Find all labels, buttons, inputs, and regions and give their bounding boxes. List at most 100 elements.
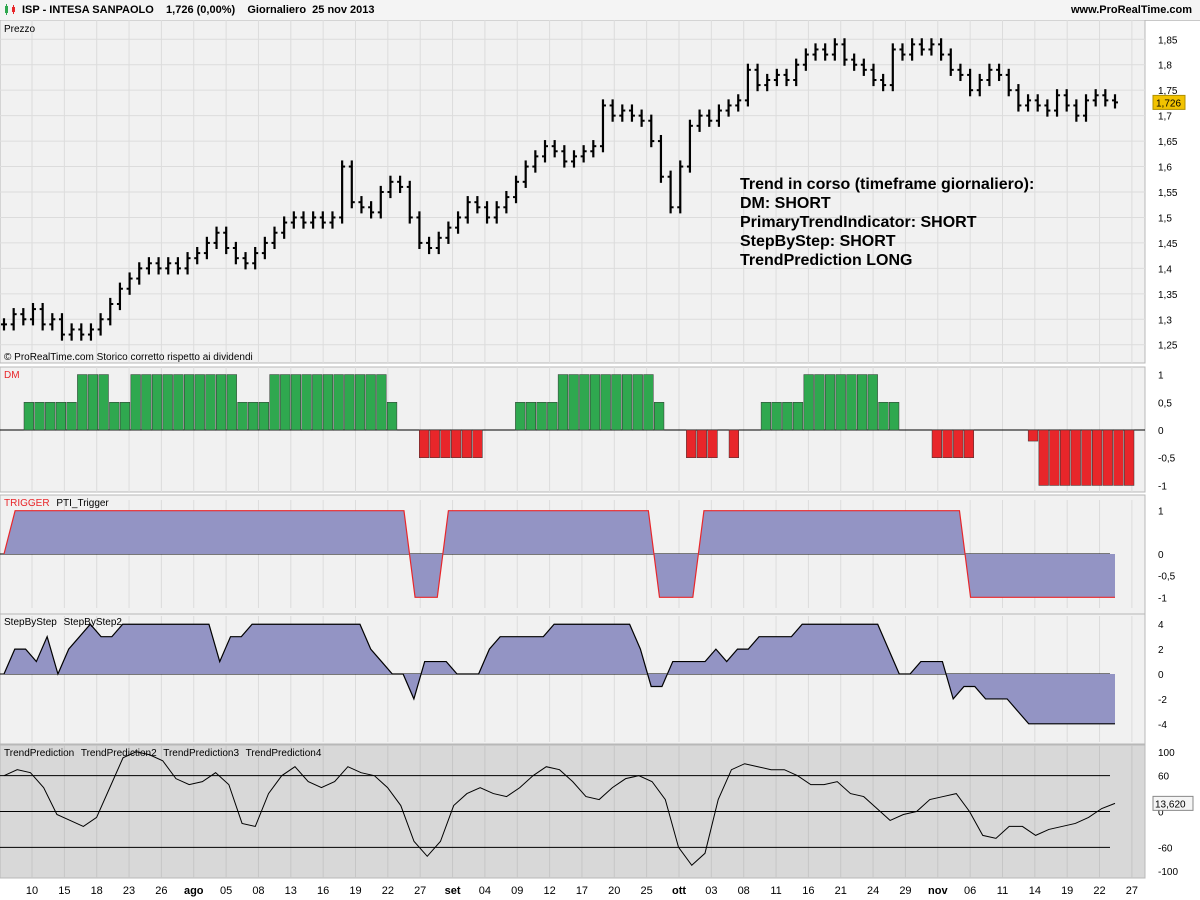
trigger-series-label: PTI_Trigger [56,498,109,509]
dm-bar [45,402,56,431]
dm-bar [1070,429,1081,486]
dm-bar [611,374,622,431]
chart-area[interactable]: Prezzo © ProRealTime.com Storico corrett… [0,20,1200,900]
dm-bar [269,374,280,431]
x-tick-label: 13 [285,885,297,897]
svg-text:TRIGGER PTI_Trigger: TRIGGER PTI_Trigger [4,498,109,509]
ohlc-bar [223,226,230,255]
y-tick-label: 4 [1158,620,1164,631]
ohlc-bar [706,109,713,127]
ohlc-bar [1044,99,1051,117]
x-tick-label: 11 [997,885,1008,897]
area-line [3,510,1115,598]
dm-bar [141,374,152,431]
ohlc-bar [87,323,94,341]
svg-text:StepByStep StepByStep2: StepByStep StepByStep2 [4,617,122,628]
ohlc-bar [455,211,462,234]
dm-bar [451,429,462,458]
dm-bar [258,402,269,431]
x-tick-label: 03 [705,885,717,897]
dm-bar [440,429,451,458]
ohlc-bar [1034,94,1041,112]
ohlc-bar [281,216,288,239]
x-tick-label: 19 [1061,885,1073,897]
dm-bar [889,402,900,431]
ohlc-bar [406,180,413,224]
dm-bar [280,374,291,431]
dm-bar [931,429,942,458]
stepbystep-panel[interactable]: StepByStep StepByStep2 4 2 0 -2 -4 [0,613,1167,745]
stepbystep-y-axis: 4 2 0 -2 -4 [1158,620,1167,731]
ohlc-bar [194,246,201,265]
dm-bar [1059,429,1071,486]
dm-bar [98,374,109,431]
ohlc-bar [39,302,46,331]
dm-bar [162,374,173,431]
x-tick-label: ago [184,885,204,897]
dm-bar [55,402,66,431]
ohlc-bar [1025,94,1032,112]
ohlc-bar [831,38,838,61]
ohlc-bar [686,119,693,173]
ohlc-bar [503,190,510,214]
ohlc-bar [203,236,210,260]
dm-bar [77,374,88,431]
dm-bar [696,429,707,458]
annotation-line: DM: SHORT [740,195,831,212]
dm-bar [386,402,398,431]
ohlc-bar [484,201,491,224]
x-tick-label: 15 [58,885,70,897]
dm-panel[interactable]: DM 1 0,5 0 -0,5 -1 [0,366,1176,493]
ohlc-bar [49,313,56,331]
ohlc-bar [880,73,887,92]
y-tick-label: 1,7 [1158,112,1172,123]
x-tick-label: 16 [317,885,329,897]
ohlc-bar [155,257,162,275]
ohlc-bar [851,53,858,71]
y-tick-label: 0 [1158,550,1164,561]
ohlc-bar [628,104,635,122]
x-tick-label: 22 [382,885,394,897]
ohlc-bar [976,73,983,97]
ohlc-bar [793,58,800,87]
y-tick-label: -0,5 [1158,572,1176,583]
candlestick-icon [5,4,15,15]
ohlc-bar [522,160,529,188]
ohlc-bar [68,323,75,341]
x-tick-label: 05 [220,885,232,897]
dm-bar [942,429,953,458]
ohlc-bar [174,257,181,275]
y-tick-label: 0 [1158,808,1164,819]
site-link[interactable]: www.ProRealTime.com [1070,4,1192,16]
trigger-panel[interactable]: TRIGGER PTI_Trigger 1 0 -0,5 -1 [0,494,1176,616]
ohlc-bar [754,63,761,92]
dm-bar [707,429,718,458]
ohlc-bar [696,109,703,132]
y-tick-label: 0 [1158,670,1164,681]
price-panel[interactable]: Prezzo © ProRealTime.com Storico corrett… [0,20,1186,364]
dm-bar [792,402,804,431]
dm-bar [963,429,975,458]
x-tick-label: 12 [543,885,555,897]
tp-panel-label: TrendPrediction [4,748,74,759]
dm-bar [878,402,889,431]
ohlc-bar [1005,68,1012,97]
y-tick-label: -1 [1158,481,1167,492]
ohlc-bar [648,114,655,148]
x-tick-label: set [445,885,461,897]
ohlc-bar [97,313,104,336]
dm-bar [226,374,237,431]
trendprediction-y-axis: 100 60 0 -60 -100 13,620 [1152,748,1194,878]
ohlc-bar [136,262,143,285]
x-tick-label: nov [928,885,948,897]
ohlc-bar [116,282,123,311]
ohlc-bar [261,236,268,260]
y-tick-label: 0 [1158,426,1164,437]
trendprediction-panel[interactable]: TrendPrediction TrendPrediction2 TrendPr… [0,744,1194,879]
x-tick-label: 29 [899,885,911,897]
dm-bar [728,429,739,458]
trendprediction-line [3,751,1116,866]
x-tick-label: 21 [835,885,847,897]
dm-bar [87,374,99,431]
